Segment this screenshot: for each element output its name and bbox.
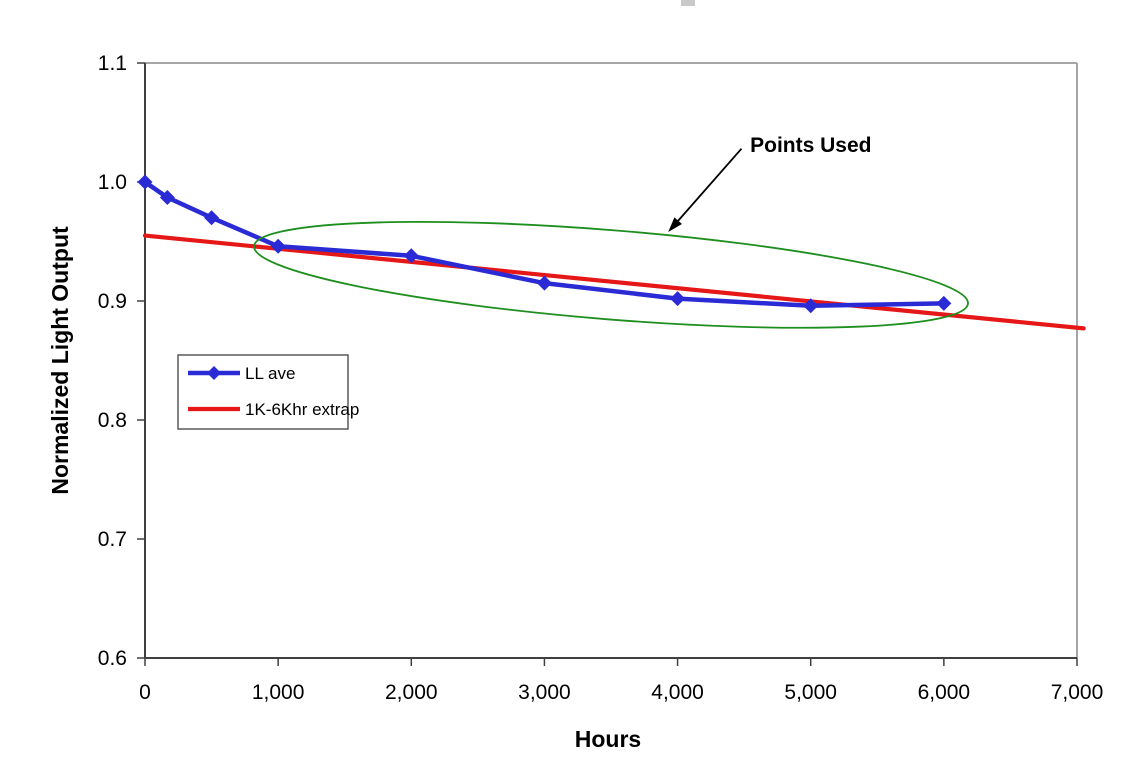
y-axis-title: Normalized Light Output — [47, 226, 73, 495]
legend-label-ll-ave: LL ave — [245, 364, 295, 383]
series-extrap-line — [142, 233, 1086, 331]
x-tick-label: 4,000 — [651, 681, 704, 704]
x-tick-label: 2,000 — [385, 681, 438, 704]
cropped-title-fragment — [681, 0, 695, 6]
y-tick-label: 0.6 — [98, 647, 127, 670]
legend-box — [177, 354, 349, 430]
x-tick-label: 3,000 — [518, 681, 571, 704]
data-point-diamond — [159, 189, 175, 205]
data-point-diamond — [270, 238, 286, 254]
y-tick-label: 1.1 — [98, 52, 127, 75]
y-tick-label: 0.9 — [98, 290, 127, 313]
annotation-arrowhead — [668, 217, 682, 232]
x-tick-label: 1,000 — [252, 681, 305, 704]
data-point-diamond — [803, 298, 819, 314]
data-point-diamond — [936, 295, 952, 311]
annotation-label: Points Used — [750, 134, 871, 157]
x-tick-label: 6,000 — [918, 681, 971, 704]
data-point-diamond — [670, 291, 686, 307]
data-point-diamond — [204, 210, 220, 226]
data-point-diamond — [137, 174, 153, 190]
legend-label-extrap: 1K-6Khr extrap — [245, 400, 359, 419]
y-tick-label: 0.7 — [98, 528, 127, 551]
annotation-arrow-line — [673, 148, 743, 226]
y-tick-label: 1.0 — [98, 171, 127, 194]
x-axis-title: Hours — [575, 726, 641, 752]
x-tick-label: 5,000 — [784, 681, 837, 704]
data-point-diamond — [536, 275, 552, 291]
x-tick-label: 0 — [139, 681, 151, 704]
y-tick-label: 0.8 — [98, 409, 127, 432]
x-tick-label: 7,000 — [1051, 681, 1104, 704]
annotation-ellipse — [253, 220, 969, 329]
data-point-diamond — [403, 248, 419, 264]
legend-diamond-icon — [207, 366, 221, 380]
